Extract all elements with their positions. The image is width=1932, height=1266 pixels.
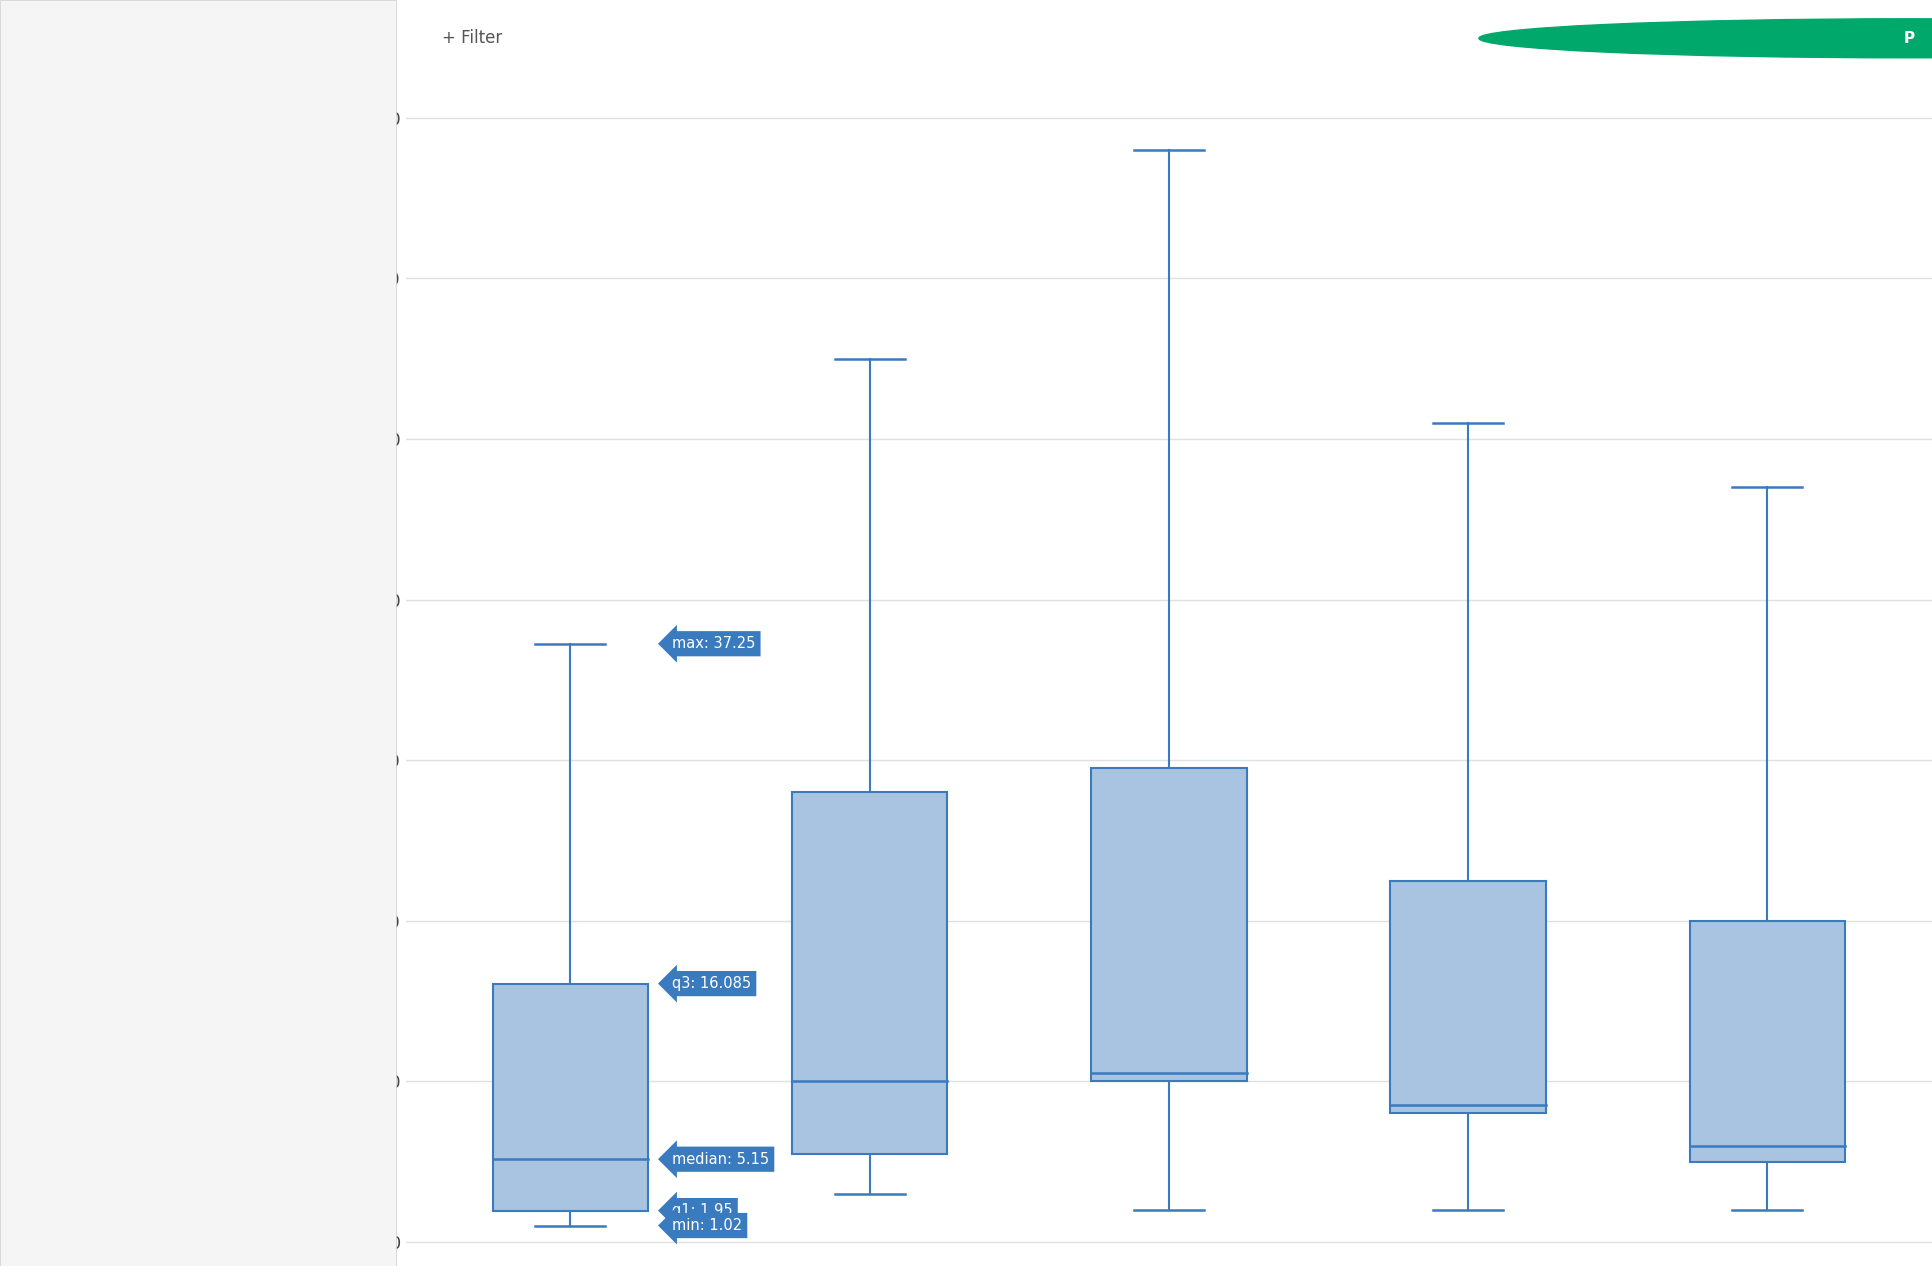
Text: ≡: ≡: [369, 551, 381, 566]
Bar: [1690, 920, 1845, 1162]
FancyBboxPatch shape: [284, 537, 342, 582]
FancyBboxPatch shape: [284, 651, 342, 696]
Text: ≡: ≡: [369, 95, 381, 110]
Text: + Filter: + Filter: [442, 29, 502, 47]
Text: ⊞: ⊞: [1810, 30, 1824, 46]
Text: DESC: DESC: [307, 955, 338, 965]
Text: X Axis: X Axis: [31, 152, 79, 166]
Text: q1: 1.95: q1: 1.95: [672, 1203, 732, 1218]
Text: Sort By: Sort By: [31, 494, 89, 508]
FancyBboxPatch shape: [17, 186, 371, 247]
FancyBboxPatch shape: [17, 642, 371, 703]
Text: −: −: [307, 211, 319, 224]
FancyBboxPatch shape: [17, 72, 371, 133]
FancyBboxPatch shape: [284, 423, 342, 468]
Bar: [1092, 768, 1246, 1081]
Text: Color (Group By): Color (Group By): [31, 380, 162, 394]
Text: ⤢: ⤢: [1861, 30, 1870, 46]
FancyBboxPatch shape: [284, 81, 342, 127]
Text: ⬇: ⬇: [1756, 30, 1770, 46]
Text: Y Axis: Y Axis: [31, 266, 79, 280]
Text: ≡: ≡: [369, 437, 381, 452]
Text: −: −: [307, 439, 319, 452]
FancyBboxPatch shape: [17, 300, 371, 361]
Y-axis label: Sales Comp: Sales Comp: [346, 610, 365, 725]
Text: ≡: ≡: [369, 323, 381, 338]
Text: Choose...: Choose...: [39, 438, 99, 451]
Text: #: #: [35, 322, 48, 337]
FancyBboxPatch shape: [284, 195, 342, 241]
Text: ⚙: ⚙: [301, 32, 315, 47]
Text: ⬆: ⬆: [1702, 30, 1716, 46]
Text: Choose...: Choose...: [39, 666, 99, 679]
Circle shape: [1478, 19, 1932, 58]
Text: −: −: [307, 97, 319, 110]
Bar: [1391, 881, 1546, 1113]
Text: P: P: [1903, 30, 1915, 46]
Text: Choose...: Choose...: [39, 552, 99, 565]
Text: Market: Market: [87, 210, 129, 223]
Bar: [792, 793, 947, 1153]
Text: min: 1.02: min: 1.02: [672, 1218, 742, 1233]
Text: BoxPlot: BoxPlot: [39, 96, 87, 109]
Text: ≡: ≡: [369, 665, 381, 680]
Text: −: −: [307, 667, 319, 680]
FancyBboxPatch shape: [17, 528, 371, 589]
Text: Repeat By: Repeat By: [31, 608, 112, 622]
Text: max: 37.25: max: 37.25: [672, 637, 755, 651]
Text: Type: Type: [31, 38, 68, 52]
Text: ⚙: ⚙: [325, 914, 338, 928]
Text: ?: ?: [234, 32, 242, 46]
Text: Include Outlier: Include Outlier: [151, 266, 238, 279]
FancyBboxPatch shape: [284, 309, 342, 354]
Text: ≡: ≡: [369, 209, 381, 224]
Text: Sort By: Sort By: [31, 918, 89, 932]
Text: median: 5.15: median: 5.15: [672, 1152, 769, 1167]
FancyBboxPatch shape: [17, 414, 371, 475]
Text: 💬: 💬: [1652, 30, 1660, 46]
Text: q3: 16.085: q3: 16.085: [672, 976, 752, 991]
Text: −: −: [307, 553, 319, 566]
Text: Sales Comp: Sales Comp: [87, 324, 160, 337]
Text: −: −: [307, 325, 319, 338]
FancyBboxPatch shape: [284, 936, 361, 984]
Bar: [493, 984, 647, 1210]
Text: A: A: [35, 208, 46, 223]
